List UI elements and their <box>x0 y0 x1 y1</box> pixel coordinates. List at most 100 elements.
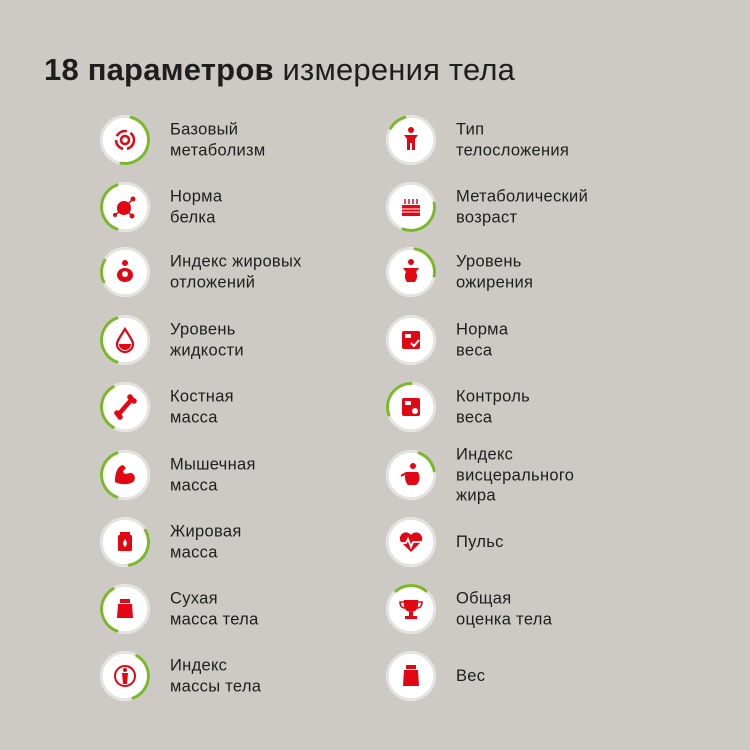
parameter-label: Костная масса <box>170 387 234 428</box>
label-line: масса <box>170 476 218 494</box>
parameter-item: Контроль веса <box>384 380 684 434</box>
fat-deposit-icon <box>100 247 150 297</box>
protein-molecule-icon <box>100 182 150 232</box>
parameter-label: Жировая масса <box>170 522 242 563</box>
progress-arc <box>131 654 150 700</box>
label-line: массы тела <box>170 677 262 695</box>
label-line: оценка тела <box>456 610 553 628</box>
water-drop-icon <box>100 315 150 365</box>
label-line: жидкости <box>170 341 244 359</box>
label-line: Индекс <box>456 445 514 464</box>
parameter-label: Уровень жидкости <box>170 320 244 361</box>
parameter-item: Жировая масса <box>98 515 398 569</box>
parameter-label: Индекс висцерального жира <box>456 444 574 506</box>
trophy-icon <box>386 584 436 634</box>
progress-arc <box>386 382 413 417</box>
parameter-item: Индекс массы тела <box>98 649 398 703</box>
parameter-item: Общая оценка тела <box>384 582 684 636</box>
heart-pulse-icon <box>386 517 436 567</box>
progress-arc <box>394 584 428 593</box>
parameter-item: Индекс висцерального жира <box>384 445 684 504</box>
parameter-item: Сухая масса тела <box>98 582 398 636</box>
scale-check-icon <box>386 315 436 365</box>
label-line: Контроль <box>456 387 531 406</box>
parameter-item: Базовый метаболизм <box>98 113 398 167</box>
muscle-arm-icon <box>100 450 150 500</box>
fat-jar-icon <box>100 517 150 567</box>
scale-control-icon <box>386 382 436 432</box>
label-line: метаболизм <box>170 141 266 159</box>
lean-mass-weight-icon <box>100 584 150 634</box>
label-line: Костная <box>170 387 234 406</box>
label-line: белка <box>170 208 216 226</box>
body-type-icon <box>386 115 436 165</box>
label-line: веса <box>456 341 493 359</box>
parameter-label: Метаболический возраст <box>456 187 588 228</box>
parameter-label: Базовый метаболизм <box>170 120 266 161</box>
parameter-label: Мышечная масса <box>170 455 256 496</box>
parameter-label: Индекс массы тела <box>170 656 261 697</box>
label-line: Общая <box>456 589 512 608</box>
parameter-item: Индекс жировых отложений <box>98 245 398 299</box>
parameter-item: Вес <box>384 649 684 703</box>
label-line: Уровень <box>170 320 236 339</box>
bmi-body-icon <box>100 651 150 701</box>
parameter-item: Метаболический возраст <box>384 180 684 234</box>
progress-arc <box>127 528 150 567</box>
progress-arc <box>389 115 407 130</box>
label-line: Тип <box>456 120 485 139</box>
label-line: Норма <box>170 187 223 206</box>
label-line: масса тела <box>170 610 259 628</box>
visceral-fat-icon <box>386 450 436 500</box>
parameter-item: Пульс <box>384 515 684 569</box>
metabolism-cycle-icon <box>100 115 150 165</box>
page-title: 18 параметров измерения тела <box>44 52 515 88</box>
parameter-label: Уровень ожирения <box>456 252 533 293</box>
parameter-item: Норма веса <box>384 313 684 367</box>
label-line: Сухая <box>170 589 218 608</box>
parameter-item: Уровень ожирения <box>384 245 684 299</box>
label-line: отложений <box>170 273 256 291</box>
label-line: Мышечная <box>170 455 256 474</box>
parameter-item: Костная масса <box>98 380 398 434</box>
label-line: Базовый <box>170 120 239 139</box>
label-line: веса <box>456 408 493 426</box>
label-line: возраст <box>456 208 518 226</box>
label-line: Пульс <box>456 532 504 551</box>
progress-arc <box>100 183 119 231</box>
parameter-item: Тип телосложения <box>384 113 684 167</box>
bone-icon <box>100 382 150 432</box>
label-line: Норма <box>456 320 509 339</box>
title-bold: 18 параметров <box>44 52 274 87</box>
label-line: ожирения <box>456 273 534 291</box>
progress-arc <box>100 385 115 429</box>
weight-icon <box>386 651 436 701</box>
label-line: Уровень <box>456 252 522 271</box>
obesity-figure-icon <box>386 247 436 297</box>
parameter-label: Вес <box>456 666 485 687</box>
label-line: Индекс <box>170 656 228 675</box>
parameter-label: Норма белка <box>170 187 222 228</box>
label-line: телосложения <box>456 141 570 159</box>
progress-arc <box>100 258 107 284</box>
parameter-label: Норма веса <box>456 320 508 361</box>
parameter-label: Контроль веса <box>456 387 530 428</box>
parameter-item: Норма белка <box>98 180 398 234</box>
parameter-label: Сухая масса тела <box>170 589 259 630</box>
label-line: Жировая <box>170 522 242 541</box>
progress-arc <box>100 451 119 499</box>
label-line: Метаболический <box>456 187 589 206</box>
label-line: висцерального <box>456 465 575 484</box>
progress-arc <box>100 587 119 633</box>
progress-arc <box>417 451 436 473</box>
progress-arc <box>119 115 150 165</box>
parameter-label: Пульс <box>456 532 504 553</box>
birthday-cake-icon <box>386 182 436 232</box>
progress-arc <box>413 247 436 278</box>
progress-arc <box>100 316 119 364</box>
parameter-label: Тип телосложения <box>456 120 569 161</box>
title-rest: измерения тела <box>273 52 516 87</box>
parameter-label: Общая оценка тела <box>456 589 552 630</box>
label-line: Индекс жировых <box>170 252 302 271</box>
label-line: Вес <box>456 666 486 685</box>
